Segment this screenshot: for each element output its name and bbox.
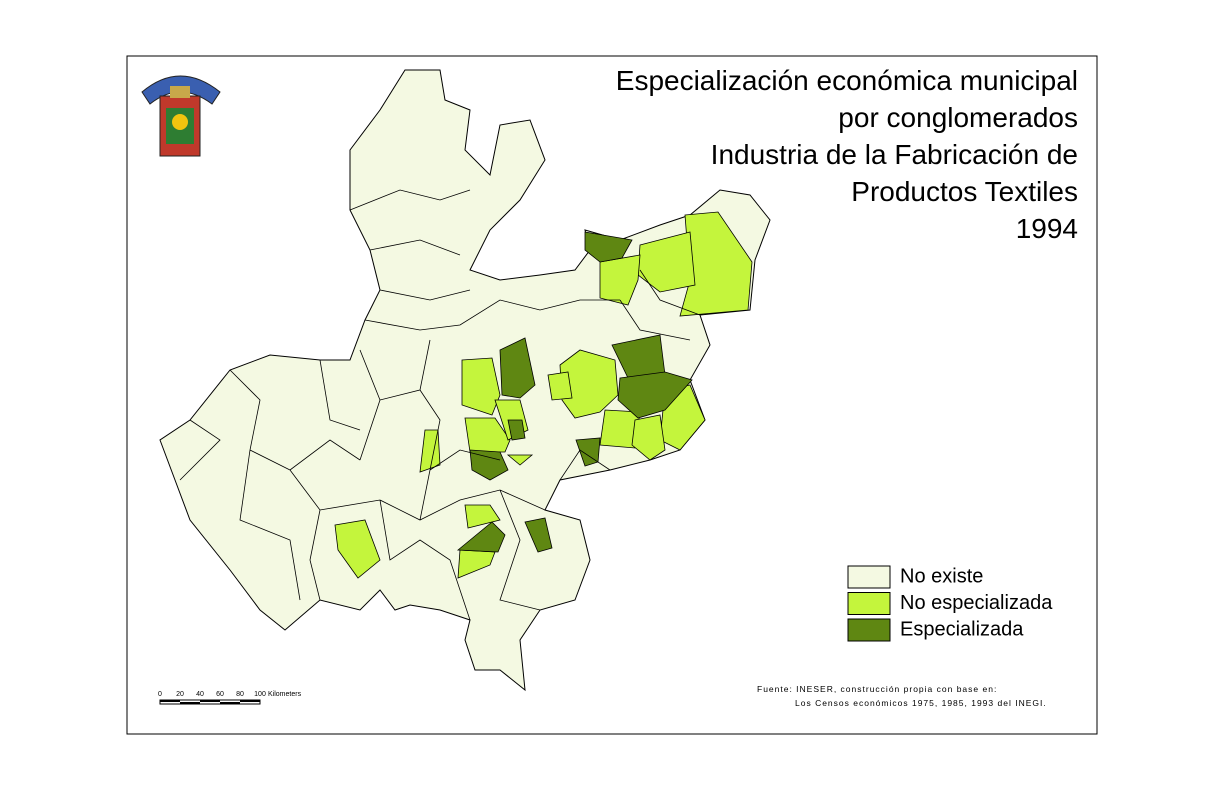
legend-label: No especializada — [900, 592, 1053, 614]
scale-label: 40 — [196, 691, 204, 698]
region-no-especializada — [419, 429, 441, 473]
scale-label: 20 — [176, 691, 184, 698]
region-especializada — [507, 419, 526, 441]
municipal-borders — [179, 189, 701, 621]
title-line: por conglomerados — [838, 102, 1078, 133]
region-no-especializada — [464, 417, 511, 453]
legend-label: Especializada — [900, 618, 1024, 640]
title-line: Productos Textiles — [851, 176, 1078, 207]
logo — [141, 75, 221, 157]
scale-label: 60 — [216, 691, 224, 698]
region-no-especializada — [334, 519, 381, 579]
region-no-especializada — [559, 349, 619, 419]
legend-swatch — [847, 592, 891, 615]
title-line: Industria de la Fabricación de — [711, 139, 1078, 170]
scale-label: 100 — [254, 691, 266, 698]
region-no-especializada — [464, 504, 501, 529]
legend-swatch — [847, 618, 891, 642]
title-block: Especialización económica municipal por c… — [616, 65, 1078, 244]
source-line: Los Censos económicos 1975, 1985, 1993 d… — [795, 698, 1047, 708]
region-especializada — [617, 371, 693, 419]
map — [159, 69, 771, 692]
source-line: Fuente: INESER, construcción propia con … — [757, 684, 997, 694]
region-especializada — [499, 337, 536, 399]
region-no-especializada — [506, 454, 534, 466]
scale-unit: Kilometers — [268, 691, 302, 698]
region-no-especializada — [599, 254, 641, 306]
region-especializada — [584, 231, 633, 263]
region-especializada — [456, 521, 506, 553]
region-especializada — [524, 517, 553, 553]
legend-swatch — [847, 565, 891, 589]
region-no-especializada — [461, 357, 501, 416]
region-no-especializada — [631, 414, 666, 461]
title-line: 1994 — [1016, 213, 1078, 244]
legend: No existe No especializada Especializada — [847, 565, 1053, 642]
scale-label: 0 — [158, 691, 162, 698]
scale-bar: 0 20 40 60 80 100 Kilometers — [158, 691, 302, 705]
title-line: Especialización económica municipal — [616, 65, 1078, 96]
legend-label: No existe — [900, 565, 983, 587]
region-no-especializada — [547, 371, 573, 401]
region-especializada — [469, 449, 509, 481]
scale-label: 80 — [236, 691, 244, 698]
